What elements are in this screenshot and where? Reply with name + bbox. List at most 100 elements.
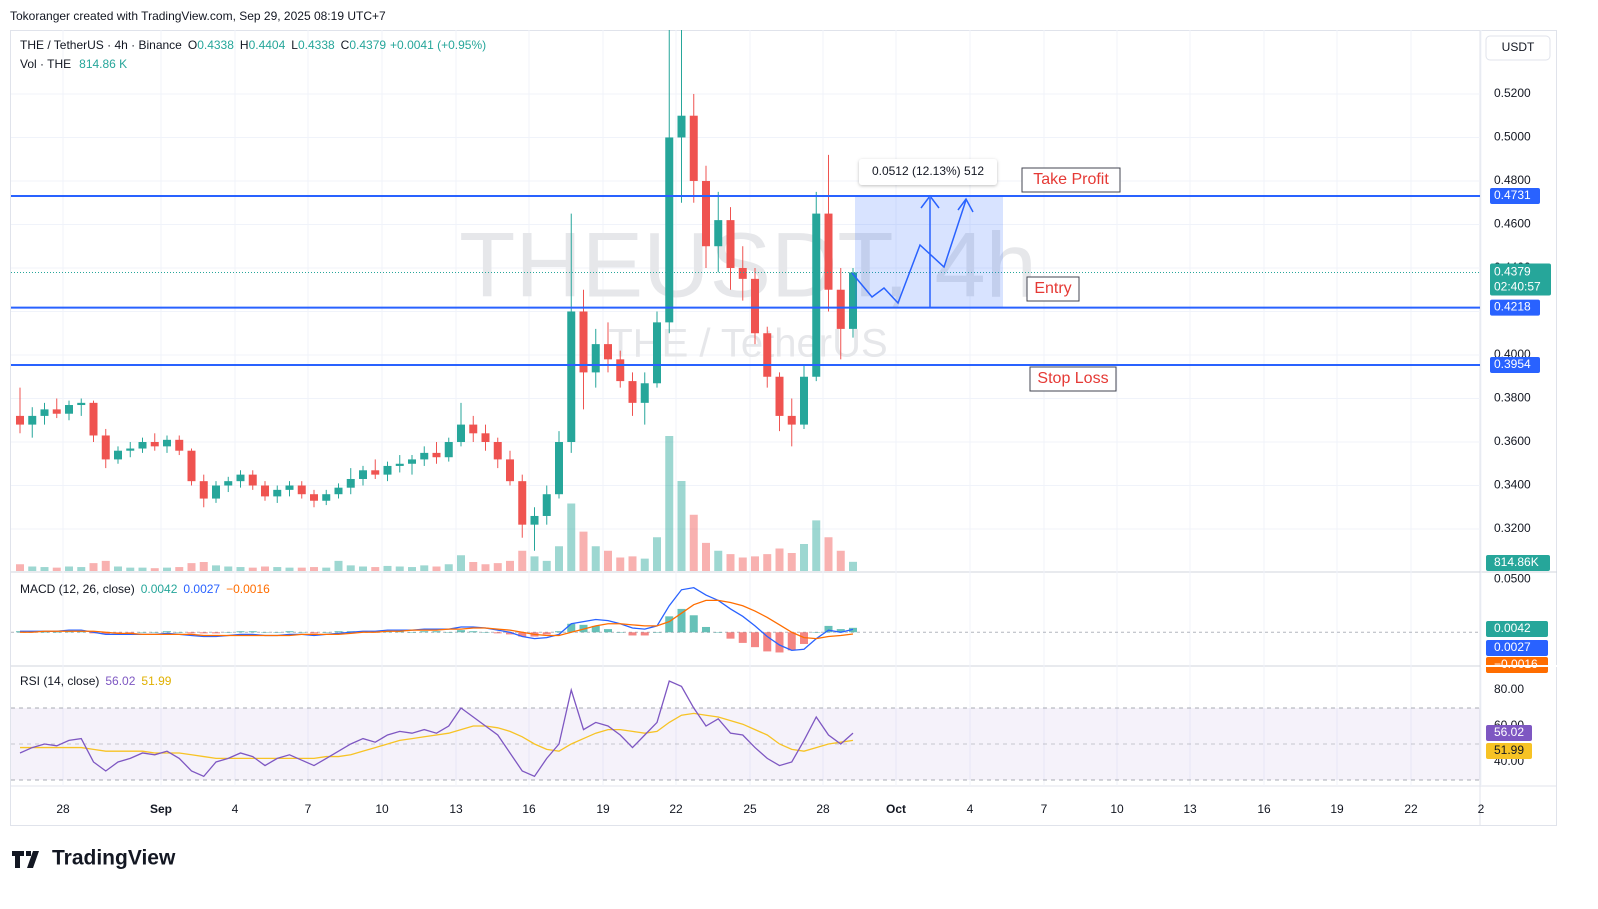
volume-bar bbox=[506, 560, 514, 571]
macd-histogram-bar bbox=[469, 631, 478, 633]
volume-bar bbox=[579, 531, 588, 571]
volume-bar bbox=[836, 550, 845, 571]
volume-bar bbox=[689, 514, 698, 571]
measure-label: 0.0512 (12.13%) 512 bbox=[872, 164, 984, 178]
level-axis-label: 0.3954 bbox=[1494, 357, 1531, 371]
level-axis-label: 0.4731 bbox=[1494, 188, 1531, 202]
macd-legend-value: 0.0042 bbox=[141, 582, 178, 596]
candle-body bbox=[702, 180, 710, 247]
volume-bar bbox=[322, 567, 331, 571]
candle-body bbox=[444, 442, 453, 458]
measure-box bbox=[855, 195, 1003, 308]
legend-value: 0.4404 bbox=[249, 38, 286, 52]
volume-bar bbox=[628, 556, 637, 571]
candle-body bbox=[408, 459, 416, 464]
currency-button-label[interactable]: USDT bbox=[1502, 40, 1535, 54]
y-tick-label: 0.3400 bbox=[1494, 478, 1531, 492]
volume-bar bbox=[150, 568, 159, 571]
macd-axis-label: 0.0042 bbox=[1494, 621, 1531, 635]
candle-body bbox=[346, 478, 355, 488]
level-axis-box bbox=[1490, 299, 1540, 316]
volume-bar bbox=[432, 566, 441, 571]
overlay: 0.0512 (12.13%) 512 bbox=[851, 159, 1003, 308]
volume-bar bbox=[310, 567, 318, 571]
axis-mask bbox=[1481, 665, 1557, 667]
volume-bar bbox=[787, 553, 796, 571]
volume-bar bbox=[420, 565, 429, 571]
volume-bar bbox=[248, 567, 257, 571]
candle-body bbox=[138, 442, 147, 449]
level-axis-box bbox=[1490, 356, 1540, 373]
rsi-line bbox=[19, 680, 854, 778]
volume-bar bbox=[395, 566, 404, 571]
macd-histogram-bar bbox=[604, 629, 612, 633]
volume-bar bbox=[187, 563, 196, 571]
legend-value: 0.4338 bbox=[197, 38, 234, 52]
candle-body bbox=[89, 402, 98, 436]
macd-histogram-bar bbox=[236, 631, 245, 633]
candle-body bbox=[420, 452, 429, 460]
chart-frame bbox=[10, 30, 1557, 826]
candle-body bbox=[800, 376, 808, 425]
candle-body bbox=[849, 272, 857, 329]
macd-histogram-bar bbox=[616, 632, 625, 633]
macd-histogram-bar bbox=[40, 632, 49, 633]
candle-body bbox=[542, 494, 551, 516]
macd-axis-label: −0.0016 bbox=[1494, 657, 1538, 671]
macd-histogram-bar bbox=[408, 632, 416, 633]
macd-histogram-bar bbox=[775, 632, 784, 653]
logo-icon bbox=[12, 851, 39, 868]
volume-bar bbox=[604, 550, 612, 571]
header: Tokoranger created with TradingView.com,… bbox=[10, 9, 386, 23]
volume-bar bbox=[383, 565, 392, 571]
macd-histogram-bar bbox=[824, 625, 833, 633]
volume-bar bbox=[702, 542, 710, 571]
volume-bar bbox=[224, 566, 233, 571]
legend-key: C bbox=[341, 38, 350, 52]
macd-histogram-bar bbox=[457, 630, 465, 633]
candle-body bbox=[751, 278, 759, 334]
volume-bar bbox=[714, 550, 723, 571]
volume-bar bbox=[52, 567, 61, 571]
volume-bar bbox=[359, 566, 367, 571]
candle-body bbox=[248, 474, 257, 486]
volume-bar bbox=[16, 564, 24, 571]
candle-body bbox=[65, 405, 73, 414]
candle-body bbox=[28, 415, 37, 425]
volume-bar bbox=[616, 557, 625, 571]
grid bbox=[11, 30, 1482, 786]
volume-bar bbox=[163, 567, 171, 571]
candle-body bbox=[371, 470, 380, 475]
volume-bar bbox=[800, 544, 808, 571]
last-price-box bbox=[1490, 263, 1551, 296]
volume-bar bbox=[297, 567, 306, 571]
x-tick-label: 28 bbox=[816, 802, 830, 816]
legend-change: +0.0041 (+0.95%) bbox=[390, 38, 486, 52]
candle-body bbox=[812, 213, 821, 377]
macd-histogram-bar bbox=[163, 631, 171, 633]
macd-axis-box bbox=[1486, 640, 1548, 656]
candle-body bbox=[530, 515, 539, 525]
macd-histogram-bar bbox=[444, 632, 453, 633]
volume-legend-label: Vol · THE bbox=[20, 57, 71, 71]
y-tick-label: 0.5200 bbox=[1494, 86, 1531, 100]
volume-bar bbox=[640, 558, 649, 571]
macd-histogram-bar bbox=[481, 632, 490, 633]
volume-legend-value: 814.86 K bbox=[79, 57, 127, 71]
y-tick-label: 0.4800 bbox=[1494, 173, 1531, 187]
watermark-symbol: THEUSDT, 4h bbox=[459, 214, 1037, 316]
macd-histogram-bar bbox=[702, 626, 710, 633]
y-tick-label: 0.4600 bbox=[1494, 217, 1531, 231]
candle-body bbox=[457, 424, 465, 443]
macd-tick-label: 0.0500 bbox=[1494, 571, 1531, 585]
volume-bar bbox=[775, 548, 784, 571]
volume-bar bbox=[726, 554, 735, 571]
volume-bar bbox=[567, 503, 576, 571]
y-tick-label: 0.5000 bbox=[1494, 130, 1531, 144]
volume-bar bbox=[812, 520, 821, 571]
candle-body bbox=[665, 137, 674, 323]
legend-value: 0.4338 bbox=[298, 38, 335, 52]
rsi-legend-value: 51.99 bbox=[141, 674, 171, 688]
currency-button[interactable] bbox=[1485, 35, 1551, 61]
macd-histogram-bar bbox=[297, 632, 306, 633]
